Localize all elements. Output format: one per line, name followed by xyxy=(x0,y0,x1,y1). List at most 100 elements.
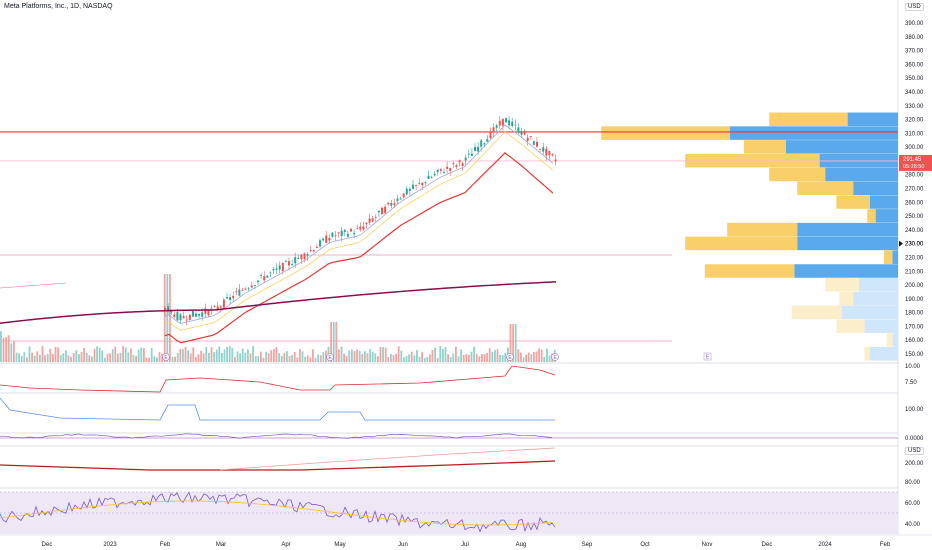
volume-profile-down-bar xyxy=(864,319,898,333)
candle-body xyxy=(179,314,182,321)
volume-bar xyxy=(514,324,517,362)
volume-bar xyxy=(59,355,62,362)
candle-body xyxy=(470,153,473,157)
volume-bar xyxy=(548,355,551,362)
earnings-marker xyxy=(551,353,559,361)
volume-bar xyxy=(145,357,148,362)
volume-bar xyxy=(33,355,36,362)
candle-body xyxy=(455,165,458,167)
candle-body xyxy=(288,261,290,266)
candle-body xyxy=(412,184,414,189)
volume-bar xyxy=(39,354,41,362)
volume-bar xyxy=(148,357,150,362)
volume-bar xyxy=(135,356,137,362)
volume-bar xyxy=(171,356,174,362)
volume-bar xyxy=(488,348,491,362)
volume-bar xyxy=(228,346,231,362)
volume-bar xyxy=(130,348,132,362)
volume-bar xyxy=(91,356,93,362)
volume-bar xyxy=(62,353,65,362)
volume-bar xyxy=(319,355,322,362)
candle-body xyxy=(523,131,526,135)
candle-body xyxy=(204,308,207,314)
volume-bar xyxy=(395,353,397,362)
earnings-marker xyxy=(326,353,334,361)
volume-bar xyxy=(546,348,548,362)
candle-body xyxy=(381,207,383,215)
volume-bar xyxy=(509,324,512,362)
volume-profile-down-bar xyxy=(847,112,898,127)
price-axis-tick: 390.00 xyxy=(905,21,924,27)
volume-bar xyxy=(384,347,387,362)
candle-body xyxy=(399,198,402,200)
candle-body xyxy=(275,268,278,270)
price-axis-tick: 300.00 xyxy=(905,145,924,151)
volume-bar xyxy=(210,347,213,362)
volume-bar xyxy=(231,348,234,362)
volume-bar xyxy=(223,349,226,362)
time-axis-tick: Jul xyxy=(461,542,469,548)
candle-body xyxy=(191,310,194,317)
volume-bar xyxy=(187,350,189,362)
price-axis-tick: 150.00 xyxy=(905,352,924,358)
currency-badge-secondary[interactable]: USD xyxy=(905,447,924,455)
volume-bar xyxy=(413,355,416,362)
volume-bar xyxy=(169,274,171,362)
candle-body xyxy=(176,312,179,321)
candle-body xyxy=(257,280,259,283)
volume-bar xyxy=(111,349,114,362)
volume-bar xyxy=(7,335,10,362)
volume-bar xyxy=(483,354,486,362)
candle-body xyxy=(235,291,238,293)
candle-body xyxy=(195,313,197,317)
volume-bar xyxy=(455,346,457,362)
candle-body xyxy=(284,261,287,263)
volume-profile-down-bar xyxy=(858,278,898,292)
volume-profile-up-bar xyxy=(839,291,854,306)
candle-body xyxy=(334,235,337,237)
volume-bar xyxy=(46,354,49,362)
price-axis-tick: 270.00 xyxy=(905,187,924,193)
volume-bar xyxy=(332,322,335,362)
volume-bar xyxy=(10,343,13,362)
volume-bar xyxy=(26,357,28,362)
time-axis-tick: Jun xyxy=(398,542,408,548)
candle-body xyxy=(443,172,445,174)
volume-bar xyxy=(23,352,26,362)
candle-body xyxy=(489,131,492,139)
volume-bar xyxy=(85,352,88,362)
time-axis-tick: 2024 xyxy=(818,542,832,548)
volume-bar xyxy=(522,357,525,362)
volume-bar xyxy=(306,355,309,362)
volume-bar xyxy=(353,350,356,362)
volume-bar xyxy=(457,356,460,362)
volume-bar xyxy=(371,351,374,362)
volume-bar xyxy=(348,350,351,362)
volume-bar xyxy=(54,346,57,362)
volume-bar xyxy=(361,353,364,362)
indicator4-tick: 200.00 xyxy=(905,461,924,467)
indicator3-line xyxy=(0,433,553,439)
time-axis-tick: May xyxy=(334,542,345,548)
candle-body xyxy=(551,154,554,156)
price-axis-tick: 210.00 xyxy=(905,269,924,275)
volume-bar xyxy=(260,351,262,362)
volume-bar xyxy=(49,348,52,362)
indicator4-fast-line xyxy=(219,447,556,471)
volume-bar xyxy=(442,348,444,362)
indicator2-tick: 100.00 xyxy=(905,407,924,413)
time-axis-tick: Mar xyxy=(216,542,226,548)
volume-profile-up-bar xyxy=(884,250,893,264)
volume-bar xyxy=(358,350,361,362)
volume-bar xyxy=(444,347,447,362)
volume-bar xyxy=(304,356,306,362)
candle-body xyxy=(433,173,436,176)
volume-profile-up-bar xyxy=(836,319,865,333)
currency-badge[interactable]: USD xyxy=(905,3,924,11)
candle-body xyxy=(315,247,318,249)
volume-bar xyxy=(501,354,504,362)
volume-bar xyxy=(405,356,408,362)
volume-bar xyxy=(226,347,228,362)
